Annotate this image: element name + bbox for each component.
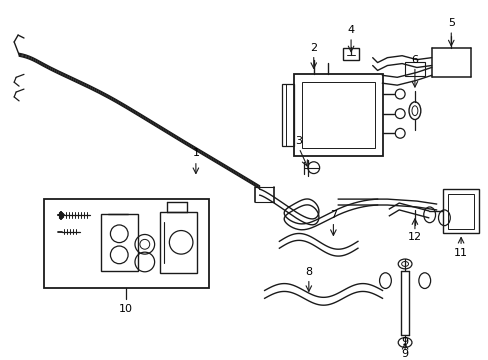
- Bar: [343, 48, 358, 60]
- Bar: [443, 189, 478, 234]
- Bar: [447, 194, 473, 229]
- Text: 10: 10: [119, 304, 133, 314]
- Text: 11: 11: [453, 248, 467, 258]
- Text: 8: 8: [305, 267, 312, 277]
- Text: 12: 12: [407, 233, 421, 242]
- Text: 2: 2: [309, 43, 317, 53]
- Text: 9: 9: [401, 349, 408, 359]
- Text: 5: 5: [447, 18, 454, 28]
- Bar: [302, 82, 374, 148]
- Text: 9: 9: [401, 337, 408, 347]
- Bar: [159, 212, 197, 273]
- Bar: [101, 214, 138, 271]
- Bar: [293, 75, 382, 156]
- Text: 6: 6: [410, 55, 418, 65]
- Bar: [43, 199, 208, 288]
- Bar: [404, 62, 424, 76]
- Text: 7: 7: [329, 210, 336, 220]
- Bar: [282, 84, 293, 146]
- Text: 4: 4: [347, 25, 354, 35]
- Text: 1: 1: [192, 148, 199, 158]
- Text: 3: 3: [295, 136, 302, 146]
